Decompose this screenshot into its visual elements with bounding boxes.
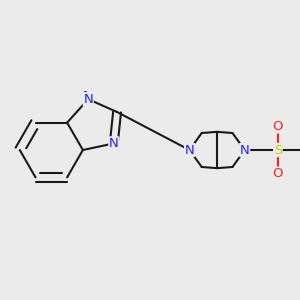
- Text: N: N: [184, 143, 194, 157]
- Text: O: O: [273, 167, 283, 180]
- Text: N: N: [83, 93, 93, 106]
- Text: S: S: [274, 143, 282, 157]
- Text: O: O: [273, 120, 283, 133]
- Text: N: N: [109, 137, 119, 150]
- Text: N: N: [240, 143, 250, 157]
